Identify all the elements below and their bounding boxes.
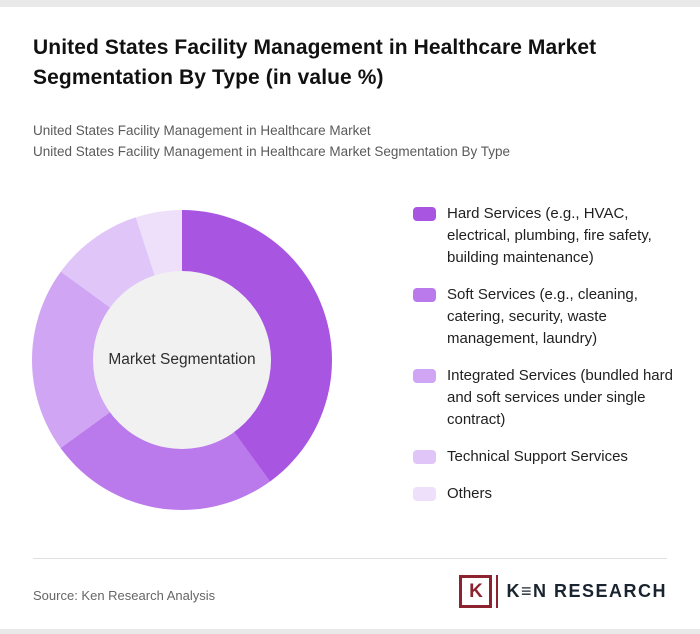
legend-item: Integrated Services (bundled hard and so… <box>413 365 675 431</box>
donut-hole: Market Segmentation <box>93 271 271 449</box>
subtitle-line-2: United States Facility Management in Hea… <box>33 144 510 159</box>
page-title: United States Facility Management in Hea… <box>33 36 597 90</box>
footer-divider <box>33 558 667 559</box>
legend-swatch-icon <box>413 369 436 383</box>
ken-research-logo: K K≡N RESEARCH <box>459 575 667 608</box>
logo-k-box-icon: K <box>459 575 493 608</box>
subtitle-block: United States Facility Management in Hea… <box>33 120 653 162</box>
legend-swatch-icon <box>413 207 436 221</box>
legend-label: Technical Support Services <box>447 448 628 465</box>
legend-item: Soft Services (e.g., cleaning, catering,… <box>413 284 675 350</box>
legend: Hard Services (e.g., HVAC, electrical, p… <box>413 203 675 505</box>
legend-item: Others <box>413 483 675 505</box>
legend-label: Soft Services (e.g., cleaning, catering,… <box>447 286 638 347</box>
infographic-card: United States Facility Management in Hea… <box>0 7 700 629</box>
donut-chart-container: Market Segmentation <box>32 210 332 510</box>
legend-swatch-icon <box>413 487 436 501</box>
logo-separator <box>496 575 499 608</box>
legend-label: Integrated Services (bundled hard and so… <box>447 367 673 428</box>
legend-label: Hard Services (e.g., HVAC, electrical, p… <box>447 205 652 266</box>
source-text: Source: Ken Research Analysis <box>33 588 216 603</box>
legend-item: Technical Support Services <box>413 446 675 468</box>
subtitle-line-1: United States Facility Management in Hea… <box>33 123 371 138</box>
legend-swatch-icon <box>413 288 436 302</box>
logo-wordmark: K≡N RESEARCH <box>506 581 667 601</box>
legend-item: Hard Services (e.g., HVAC, electrical, p… <box>413 203 675 269</box>
legend-label: Others <box>447 485 493 502</box>
legend-swatch-icon <box>413 450 436 464</box>
donut-center-label: Market Segmentation <box>108 351 256 368</box>
